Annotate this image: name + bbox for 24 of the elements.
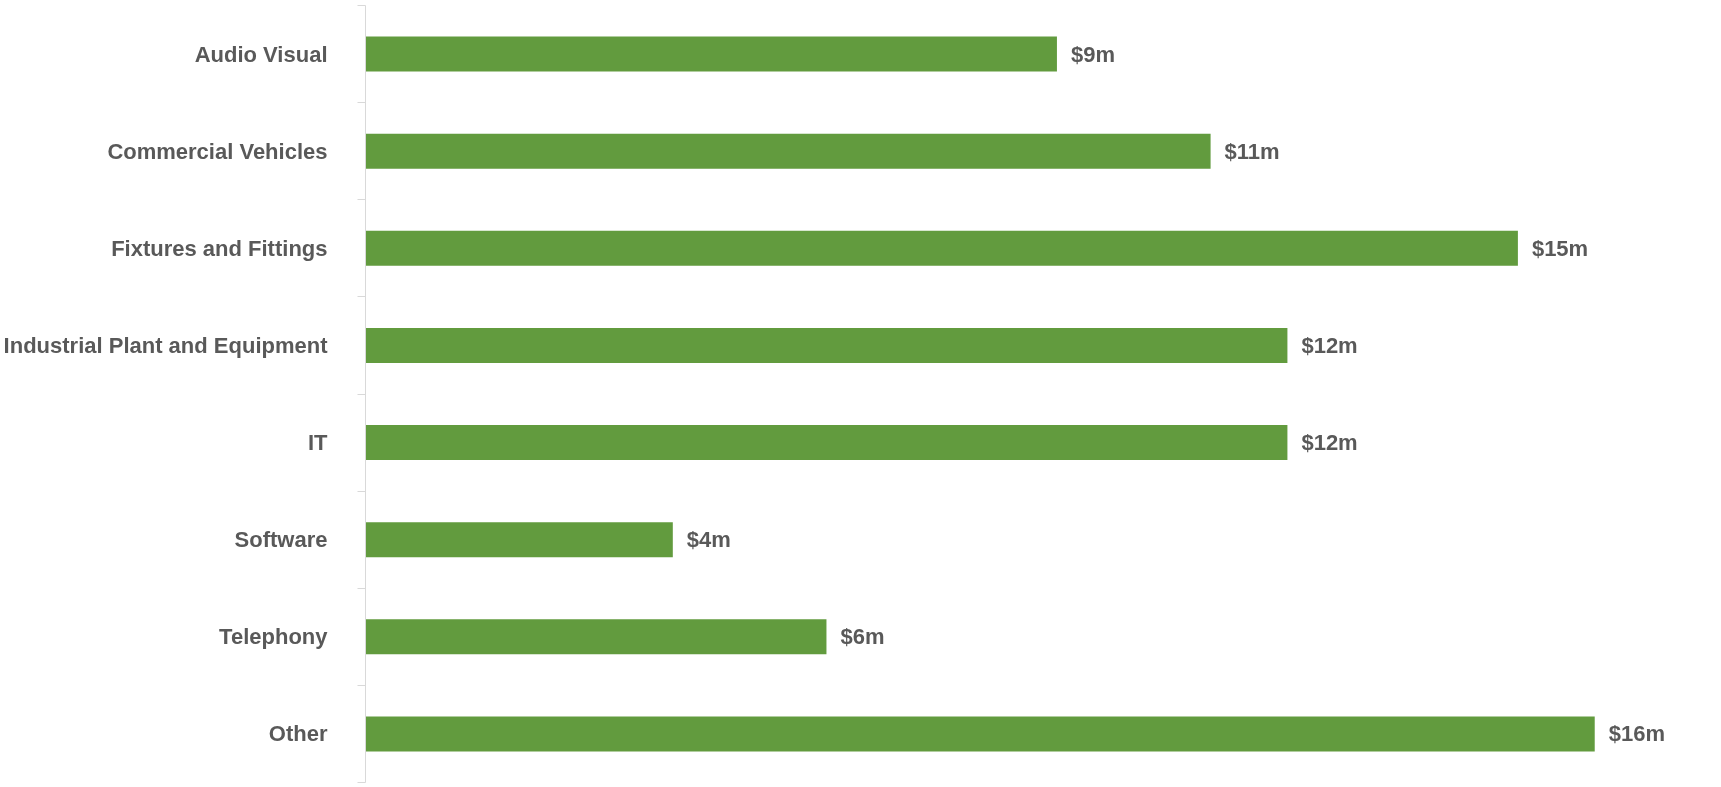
- bar: [365, 522, 673, 558]
- bar: [365, 619, 827, 655]
- data-label: $6m: [840, 624, 885, 650]
- data-label: $15m: [1531, 235, 1589, 261]
- data-label: $16m: [1608, 721, 1666, 747]
- y-tick-label: Commercial Vehicles: [107, 138, 328, 164]
- y-tick-label: Software: [234, 527, 328, 553]
- data-label: $12m: [1301, 332, 1358, 358]
- bar: [365, 230, 1518, 266]
- y-tick-label: Audio Visual: [194, 41, 328, 67]
- data-label: $9m: [1070, 41, 1115, 67]
- bar: [365, 425, 1288, 461]
- bar: [365, 327, 1288, 363]
- y-tick-label: Industrial Plant and Equipment: [3, 332, 329, 358]
- y-tick-label: IT: [307, 430, 329, 456]
- data-label: $12m: [1301, 430, 1358, 456]
- bar: [365, 716, 1595, 752]
- y-tick-label: Fixtures and Fittings: [111, 235, 328, 261]
- y-tick-label: Other: [268, 721, 328, 747]
- y-tick-label: Telephony: [219, 624, 329, 650]
- bar: [365, 133, 1211, 169]
- data-label: $11m: [1224, 138, 1280, 164]
- bar: [365, 36, 1057, 72]
- data-label: $4m: [686, 527, 731, 553]
